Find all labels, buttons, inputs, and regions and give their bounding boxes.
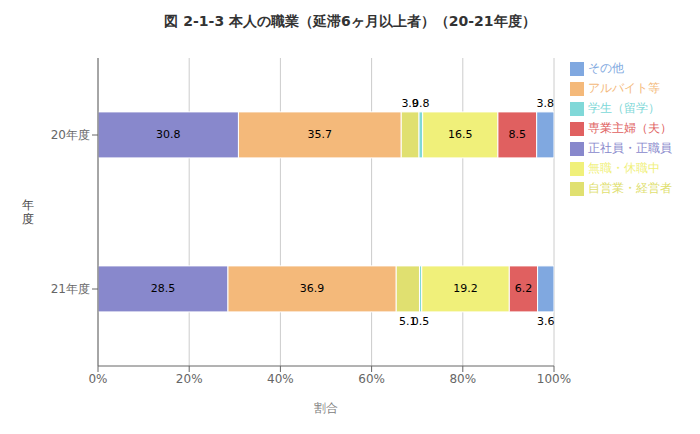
svg-text:20%: 20% (176, 372, 203, 386)
svg-text:21年度: 21年度 (51, 282, 90, 296)
svg-text:28.5: 28.5 (151, 282, 176, 295)
svg-text:8.5: 8.5 (509, 128, 527, 141)
svg-text:6.2: 6.2 (515, 282, 533, 295)
html-text:自営業・経営者: 自営業・経営者 (588, 181, 672, 195)
svg-text:5.1: 5.1 (399, 314, 417, 328)
svg-text:40%: 40% (267, 372, 294, 386)
svg-text:3.6: 3.6 (537, 315, 555, 328)
svg-text:100%: 100% (537, 372, 571, 386)
html-text:正社員・正職員: 正社員・正職員 (588, 141, 672, 155)
svg-text:80%: 80% (449, 372, 476, 386)
html-text:専業主婦（夫）: 専業主婦（夫） (588, 121, 672, 135)
html-text:無職・休職中: 無職・休職中 (588, 161, 660, 175)
svg-text:0.8: 0.8 (412, 97, 430, 110)
svg-text:3.9: 3.9 (401, 96, 419, 110)
svg-text:60%: 60% (358, 372, 385, 386)
svg-text:割合: 割合 (314, 401, 338, 415)
svg-text:36.9: 36.9 (300, 282, 325, 295)
svg-text:0%: 0% (88, 372, 107, 386)
svg-text:年度: 年度 (22, 198, 34, 226)
html-text:学生（留学）: 学生（留学） (588, 101, 660, 115)
svg-text:3.8: 3.8 (537, 97, 555, 110)
html-text:図 2-1-3 本人の職業（延滞6ヶ月以上者）（20-21年: 図 2-1-3 本人の職業（延滞6ヶ月以上者）（20-21年度） (164, 13, 536, 29)
svg-text:16.5: 16.5 (448, 128, 473, 141)
html-text:アルバイト等: アルバイト等 (588, 81, 660, 95)
svg-text:20年度: 20年度 (51, 128, 90, 142)
svg-text:30.8: 30.8 (156, 128, 181, 141)
svg-text:19.2: 19.2 (453, 282, 478, 295)
html-text:その他: その他 (588, 61, 624, 75)
svg-text:0.5: 0.5 (412, 315, 430, 328)
svg-text:35.7: 35.7 (308, 128, 333, 141)
